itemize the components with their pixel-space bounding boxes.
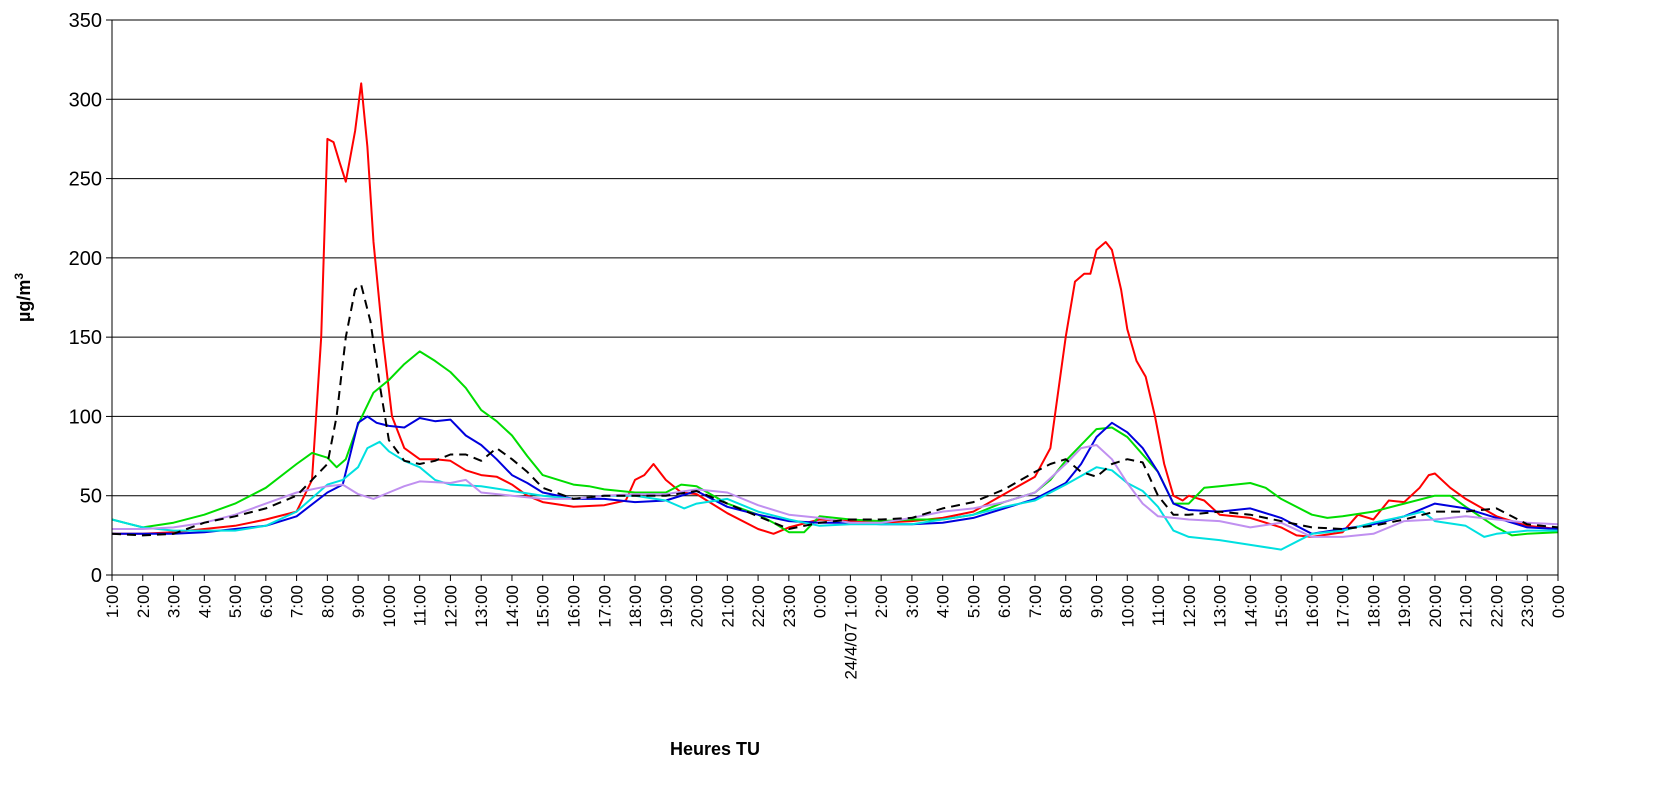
x-tick-label: 15:00 xyxy=(1272,585,1291,628)
series-line-5 xyxy=(112,444,1559,538)
x-tick-label: 19:00 xyxy=(1395,585,1414,628)
x-tick-label: 12:00 xyxy=(441,585,460,628)
x-tick-label: 5:00 xyxy=(964,585,983,618)
series-line-1 xyxy=(112,82,1559,538)
x-tick-label: 6:00 xyxy=(995,585,1014,618)
x-tick-label: 4:00 xyxy=(195,585,214,618)
x-tick-label: 12:00 xyxy=(1180,585,1199,628)
x-tick-label: 18:00 xyxy=(1364,585,1383,628)
y-tick-label: 300 xyxy=(69,89,102,111)
x-axis-title: Heures TU xyxy=(670,739,760,759)
x-tick-label: 20:00 xyxy=(1426,585,1445,628)
x-tick-label: 5:00 xyxy=(226,585,245,618)
x-tick-label: 14:00 xyxy=(503,585,522,628)
data-series xyxy=(111,82,1559,551)
x-tick-label: 1:00 xyxy=(103,585,122,618)
x-tick-label: 6:00 xyxy=(257,585,276,618)
y-tick-label: 200 xyxy=(69,248,102,270)
grid-lines xyxy=(112,19,1558,497)
x-tick-label: 20:00 xyxy=(688,585,707,628)
x-tick-label: 13:00 xyxy=(472,585,491,628)
y-tick-label: 100 xyxy=(69,406,102,428)
y-axis-title-text: µg/m xyxy=(14,280,34,322)
x-tick-label: 9:00 xyxy=(1088,585,1107,618)
x-tick-label: 4:00 xyxy=(934,585,953,618)
x-tick-label: 8:00 xyxy=(318,585,337,618)
x-tick-label: 24/4/07 1:00 xyxy=(841,585,860,680)
x-tick-label: 10:00 xyxy=(1118,585,1137,628)
x-tick-label: 0:00 xyxy=(811,585,830,618)
x-tick-label: 13:00 xyxy=(1211,585,1230,628)
x-tick-label: 21:00 xyxy=(1457,585,1476,628)
x-tick-label: 15:00 xyxy=(534,585,553,628)
y-tick-label: 0 xyxy=(91,565,102,587)
series-line-3 xyxy=(112,415,1559,535)
x-tick-label: 22:00 xyxy=(749,585,768,628)
x-tick-label: 2:00 xyxy=(134,585,153,618)
x-tick-label: 22:00 xyxy=(1487,585,1506,628)
x-tick-label: 2:00 xyxy=(872,585,891,618)
series-line-2 xyxy=(111,350,1559,537)
series-line-6 xyxy=(111,283,1559,537)
series-line-4 xyxy=(111,440,1558,551)
y-tick-label: 50 xyxy=(80,486,102,508)
x-tick-label: 17:00 xyxy=(595,585,614,628)
x-tick-label: 0:00 xyxy=(1549,585,1568,618)
x-tick-label: 23:00 xyxy=(780,585,799,628)
x-tick-label: 16:00 xyxy=(564,585,583,628)
x-tick-label: 3:00 xyxy=(903,585,922,618)
y-tick-label: 150 xyxy=(69,327,102,349)
x-tick-label: 8:00 xyxy=(1057,585,1076,618)
x-tick-label: 7:00 xyxy=(288,585,307,618)
x-tick-label: 3:00 xyxy=(165,585,184,618)
x-tick-label: 9:00 xyxy=(349,585,368,618)
y-axis-ticks: 0 50 100 150 200 250 300 350 xyxy=(69,10,112,587)
x-tick-label: 16:00 xyxy=(1303,585,1322,628)
x-tick-label: 10:00 xyxy=(380,585,399,628)
y-axis-title-superscript: 3 xyxy=(12,273,26,280)
y-tick-label: 250 xyxy=(69,169,102,191)
x-tick-label: 17:00 xyxy=(1334,585,1353,628)
y-tick-label: 350 xyxy=(69,10,102,32)
x-tick-label: 23:00 xyxy=(1518,585,1537,628)
x-axis-ticks: 1:00 2:00 3:00 4:00 5:00 6:00 7:00 8:00 9:00 10:0… xyxy=(103,575,1568,680)
y-axis-title: µg/m3 xyxy=(12,273,34,322)
x-tick-label: 7:00 xyxy=(1026,585,1045,618)
x-tick-label: 21:00 xyxy=(718,585,737,628)
plot-frame xyxy=(111,19,1559,576)
x-tick-label: 18:00 xyxy=(626,585,645,628)
x-tick-label: 19:00 xyxy=(657,585,676,628)
x-tick-label: 14:00 xyxy=(1241,585,1260,628)
x-tick-label: 11:00 xyxy=(1149,585,1168,626)
x-tick-label: 11:00 xyxy=(411,585,430,626)
